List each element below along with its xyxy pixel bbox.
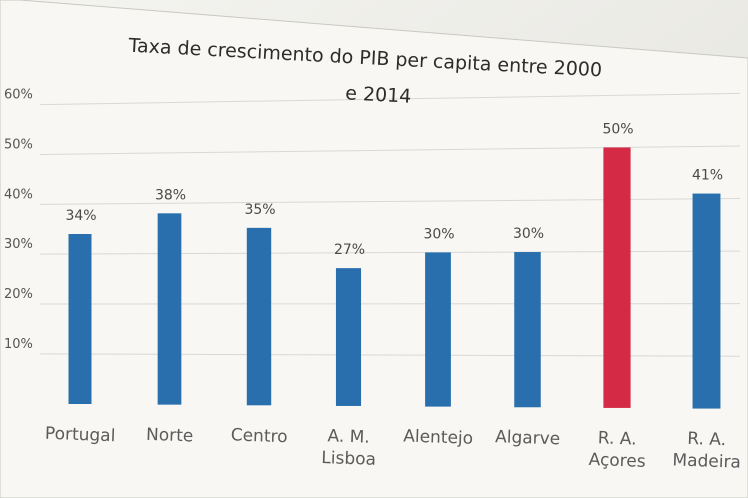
bar bbox=[692, 193, 721, 409]
category-label: Norte bbox=[146, 425, 194, 447]
data-label: 30% bbox=[423, 226, 454, 242]
category-label: R. A. bbox=[597, 428, 636, 449]
bar bbox=[514, 252, 541, 408]
bar bbox=[335, 268, 362, 406]
data-label: 30% bbox=[513, 226, 544, 242]
y-axis-ticks: 60% 50% 40% 30% 20% 10% bbox=[4, 88, 33, 352]
gridline bbox=[39, 92, 741, 106]
y-tick-label: 60% bbox=[4, 88, 33, 103]
data-label: 38% bbox=[155, 187, 186, 203]
y-tick-label: 40% bbox=[4, 187, 33, 202]
category-label: Lisboa bbox=[321, 448, 376, 470]
category-label: R. A. bbox=[687, 429, 726, 450]
gridline bbox=[39, 145, 741, 155]
chart-title-line-2: e 2014 bbox=[345, 82, 412, 107]
data-label: 41% bbox=[692, 168, 723, 184]
data-label: 50% bbox=[602, 121, 633, 137]
category-labels: Portugal Norte Centro A. M.Lisboa Alentejo Al… bbox=[45, 424, 742, 473]
bar bbox=[246, 227, 272, 406]
category-label: Madeira bbox=[672, 450, 741, 472]
category-label: Centro bbox=[230, 425, 287, 447]
category-label: A. M. bbox=[327, 426, 370, 447]
data-label: 34% bbox=[65, 208, 96, 224]
category-label: Algarve bbox=[495, 427, 561, 449]
y-tick-label: 50% bbox=[4, 137, 33, 152]
data-labels: 34% 38% 35% 27% 30% 30% 50% 41% bbox=[65, 121, 723, 258]
category-label: Açores bbox=[588, 450, 646, 472]
category-label: Portugal bbox=[45, 424, 116, 446]
bar bbox=[157, 213, 182, 405]
y-tick-label: 30% bbox=[4, 237, 33, 252]
bars bbox=[68, 147, 721, 409]
y-tick-label: 10% bbox=[4, 337, 33, 352]
bar bbox=[68, 234, 92, 404]
data-label: 27% bbox=[334, 242, 365, 258]
y-tick-label: 20% bbox=[4, 287, 33, 302]
data-label: 35% bbox=[244, 202, 275, 218]
category-label: Alentejo bbox=[403, 426, 473, 448]
bar bbox=[603, 147, 631, 408]
bar bbox=[425, 252, 451, 407]
